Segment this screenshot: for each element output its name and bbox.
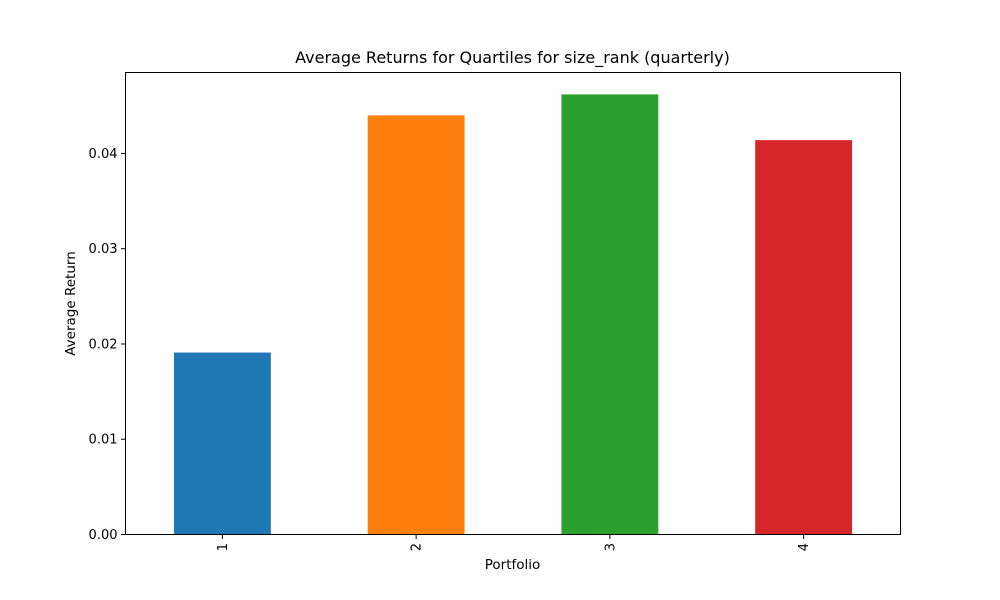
- x-tick-label: 3: [603, 543, 618, 551]
- bar-portfolio-1: [173, 352, 271, 535]
- x-axis-ticks: 1 2 3 4: [216, 534, 812, 551]
- y-tick-label: 0.02: [89, 337, 118, 352]
- x-tick-label: 4: [797, 543, 812, 551]
- plot-area-frame: [125, 72, 901, 535]
- bar-portfolio-3: [561, 94, 659, 535]
- y-tick-label: 0.04: [89, 147, 118, 162]
- y-axis-ticks: 0.00 0.01 0.02 0.03 0.04: [89, 147, 126, 543]
- bar-portfolio-4: [755, 140, 853, 535]
- bars-group: [173, 94, 853, 535]
- y-tick-label: 0.03: [89, 242, 118, 257]
- y-tick-label: 0.00: [89, 528, 118, 543]
- x-axis-label: Portfolio: [485, 557, 541, 573]
- y-tick-label: 0.01: [89, 433, 118, 448]
- x-tick-label: 1: [216, 543, 231, 551]
- y-axis-label: Average Return: [63, 251, 79, 356]
- x-tick-label: 2: [410, 543, 425, 551]
- bar-portfolio-2: [367, 115, 465, 535]
- chart-title: Average Returns for Quartiles for size_r…: [295, 48, 730, 68]
